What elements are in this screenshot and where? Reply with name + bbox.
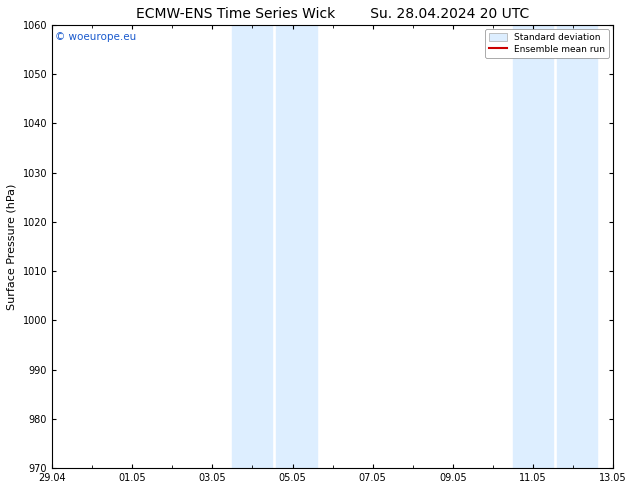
Bar	[513, 25, 553, 468]
Bar	[233, 25, 273, 468]
Legend: Standard deviation, Ensemble mean run: Standard deviation, Ensemble mean run	[485, 29, 609, 58]
Text: © woeurope.eu: © woeurope.eu	[55, 31, 136, 42]
Title: ECMW-ENS Time Series Wick        Su. 28.04.2024 20 UTC: ECMW-ENS Time Series Wick Su. 28.04.2024…	[136, 7, 529, 21]
Bar	[557, 25, 597, 468]
Bar	[276, 25, 316, 468]
Y-axis label: Surface Pressure (hPa): Surface Pressure (hPa)	[7, 183, 17, 310]
